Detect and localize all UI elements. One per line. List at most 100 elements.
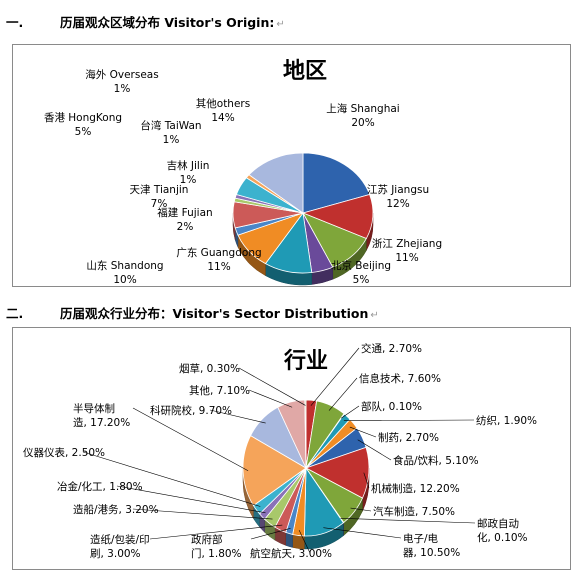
slice-label-line: 10%: [113, 274, 136, 286]
slice-label-line: 江苏 Jiangsu: [367, 183, 429, 196]
slice-label-line: 科研院校, 9.70%: [150, 404, 232, 417]
slice-label: 江苏 Jiangsu 12%: [367, 183, 429, 210]
slice-label-line: 12%: [386, 198, 409, 210]
slice-label: 冶金/化工, 1.80%: [57, 480, 143, 493]
slice-label-line: 仪器仪表, 2.50%: [23, 446, 105, 459]
chart-title: 行业: [283, 348, 328, 374]
leader-line: [323, 527, 402, 539]
slice-label-line: 门, 1.80%: [191, 547, 242, 560]
slice-label: 海外 Overseas 1%: [85, 68, 158, 95]
slice-label-line: 其他, 7.10%: [189, 384, 250, 397]
slice-label-line: 器, 10.50%: [403, 547, 460, 559]
section-2-number: 二.: [6, 306, 24, 321]
paragraph-mark: ↵: [276, 19, 285, 30]
slice-label: 广东 Guangdong 11%: [176, 246, 261, 273]
slice-label: 邮政自动化, 0.10%: [477, 517, 528, 544]
slice-label: 吉林 Jilin 1%: [167, 159, 210, 186]
leader-lines: [82, 347, 476, 554]
slice-label: 其他, 7.10%: [189, 384, 250, 397]
slice-label: 烟草, 0.30%: [179, 362, 240, 375]
slice-label: 造纸/包装/印刷, 3.00%: [90, 533, 150, 560]
slice-label-line: 部队, 0.10%: [361, 400, 422, 413]
slice-label-line: 刷, 3.00%: [90, 547, 141, 560]
slice-label-line: 政府部: [191, 533, 223, 546]
slice-label: 部队, 0.10%: [361, 400, 422, 413]
paragraph-mark: ↵: [370, 310, 379, 321]
leader-line: [357, 439, 392, 461]
leader-line: [310, 347, 360, 406]
slice-label: 机械制造, 12.20%: [371, 482, 460, 495]
slice-label-line: 北京 Beijing: [331, 259, 391, 272]
slice-label-line: 冶金/化工, 1.80%: [57, 480, 143, 493]
slice-label-line: 5%: [353, 274, 370, 286]
section-2-title: 历届观众行业分布：Visitor's Sector Distribution: [60, 306, 369, 321]
slice-label-line: 2%: [177, 221, 194, 233]
slice-label-line: 电子/电: [403, 532, 439, 545]
slice-label-line: 邮政自动: [477, 517, 519, 530]
slice-label: 上海 Shanghai 20%: [326, 102, 399, 129]
slice-label: 山东 Shandong 10%: [86, 259, 163, 286]
chart-title: 地区: [283, 59, 327, 84]
slice-label-line: 台湾 TaiWan: [140, 119, 201, 132]
leader-line: [340, 517, 476, 524]
slice-label-line: 海外 Overseas: [85, 68, 158, 81]
region-chart-frame: 地区上海 Shanghai 20% 江苏 Jiangsu 12% 浙江 Zhejiang…: [12, 44, 571, 287]
slice-label-line: 1%: [180, 174, 197, 186]
leader-line: [343, 419, 475, 421]
leader-line: [248, 389, 293, 408]
slice-label-line: 7%: [151, 198, 168, 210]
leader-line: [116, 485, 266, 514]
slice-label-line: 机械制造, 12.20%: [371, 482, 460, 495]
slice-label-line: 交通, 2.70%: [361, 342, 422, 355]
slice-label-line: 造船/港务, 3.20%: [73, 503, 159, 516]
slice-label: 天津 Tianjin 7%: [130, 184, 189, 210]
leader-line: [350, 507, 372, 512]
slice-label-line: 化, 0.10%: [477, 531, 528, 544]
slice-label: 科研院校, 9.70%: [150, 404, 232, 417]
slice-label: 航空航天, 3.00%: [250, 547, 332, 560]
slice-label-line: 20%: [351, 117, 374, 129]
slice-label: 制药, 2.70%: [378, 431, 439, 444]
slice-label-line: 造, 17.20%: [73, 416, 130, 429]
slice-label-line: 11%: [207, 261, 230, 273]
pie-slice: [302, 152, 371, 214]
sector-chart-frame: 行业 交通, 2.70% 信息技术, 7.60% 部队, 0.10% 纺织, 1.90%…: [12, 327, 571, 570]
slice-label-line: 半导体制: [73, 402, 115, 415]
slice-label-line: 航空航天, 3.00%: [250, 547, 332, 560]
leader-line: [132, 508, 273, 520]
pie-slice-side: [292, 534, 305, 550]
slice-labels: 上海 Shanghai 20% 江苏 Jiangsu 12% 浙江 Zhejiang 11…: [44, 68, 442, 286]
slice-label: 造船/港务, 3.20%: [73, 503, 159, 516]
slice-label-line: 信息技术, 7.60%: [359, 372, 441, 385]
slice-label-line: 造纸/包装/印: [90, 533, 150, 546]
leader-line: [363, 472, 370, 489]
slice-label-line: 1%: [163, 134, 180, 146]
pie-slices: [232, 152, 374, 274]
slice-label: 政府部门, 1.80%: [191, 533, 242, 560]
slice-label: 台湾 TaiWan 1%: [140, 119, 201, 146]
leader-line: [298, 529, 311, 554]
leader-line: [340, 405, 360, 419]
leader-line: [132, 407, 249, 472]
pie-slice: [248, 152, 304, 214]
slice-label-line: 香港 HongKong: [44, 112, 122, 124]
slice-label: 汽车制造, 7.50%: [373, 505, 455, 518]
slice-label-line: 吉林 Jilin: [167, 159, 210, 172]
slice-label-line: 广东 Guangdong: [176, 246, 261, 259]
section-1-heading: 一. 历届观众区域分布 Visitor's Origin: ↵: [6, 12, 285, 31]
leader-line: [82, 451, 261, 507]
slice-label-line: 汽车制造, 7.50%: [373, 505, 455, 518]
leader-line: [328, 377, 358, 411]
slice-label: 交通, 2.70%: [361, 342, 422, 355]
slice-label: 仪器仪表, 2.50%: [23, 446, 105, 459]
pie-slice-side: [285, 532, 293, 548]
slice-labels: 交通, 2.70% 信息技术, 7.60% 部队, 0.10% 纺织, 1.90% 制药…: [23, 342, 537, 560]
slice-label: 浙江 Zhejiang 11%: [372, 238, 442, 264]
slice-label: 信息技术, 7.60%: [359, 372, 441, 385]
slice-label: 福建 Fujian 2%: [157, 206, 212, 233]
slice-label: 其他others 14%: [196, 97, 250, 124]
slice-label: 纺织, 1.90%: [476, 414, 537, 427]
pie-slices: [242, 399, 370, 537]
slice-label-line: 食品/饮料, 5.10%: [393, 454, 479, 467]
leader-line: [149, 524, 283, 540]
